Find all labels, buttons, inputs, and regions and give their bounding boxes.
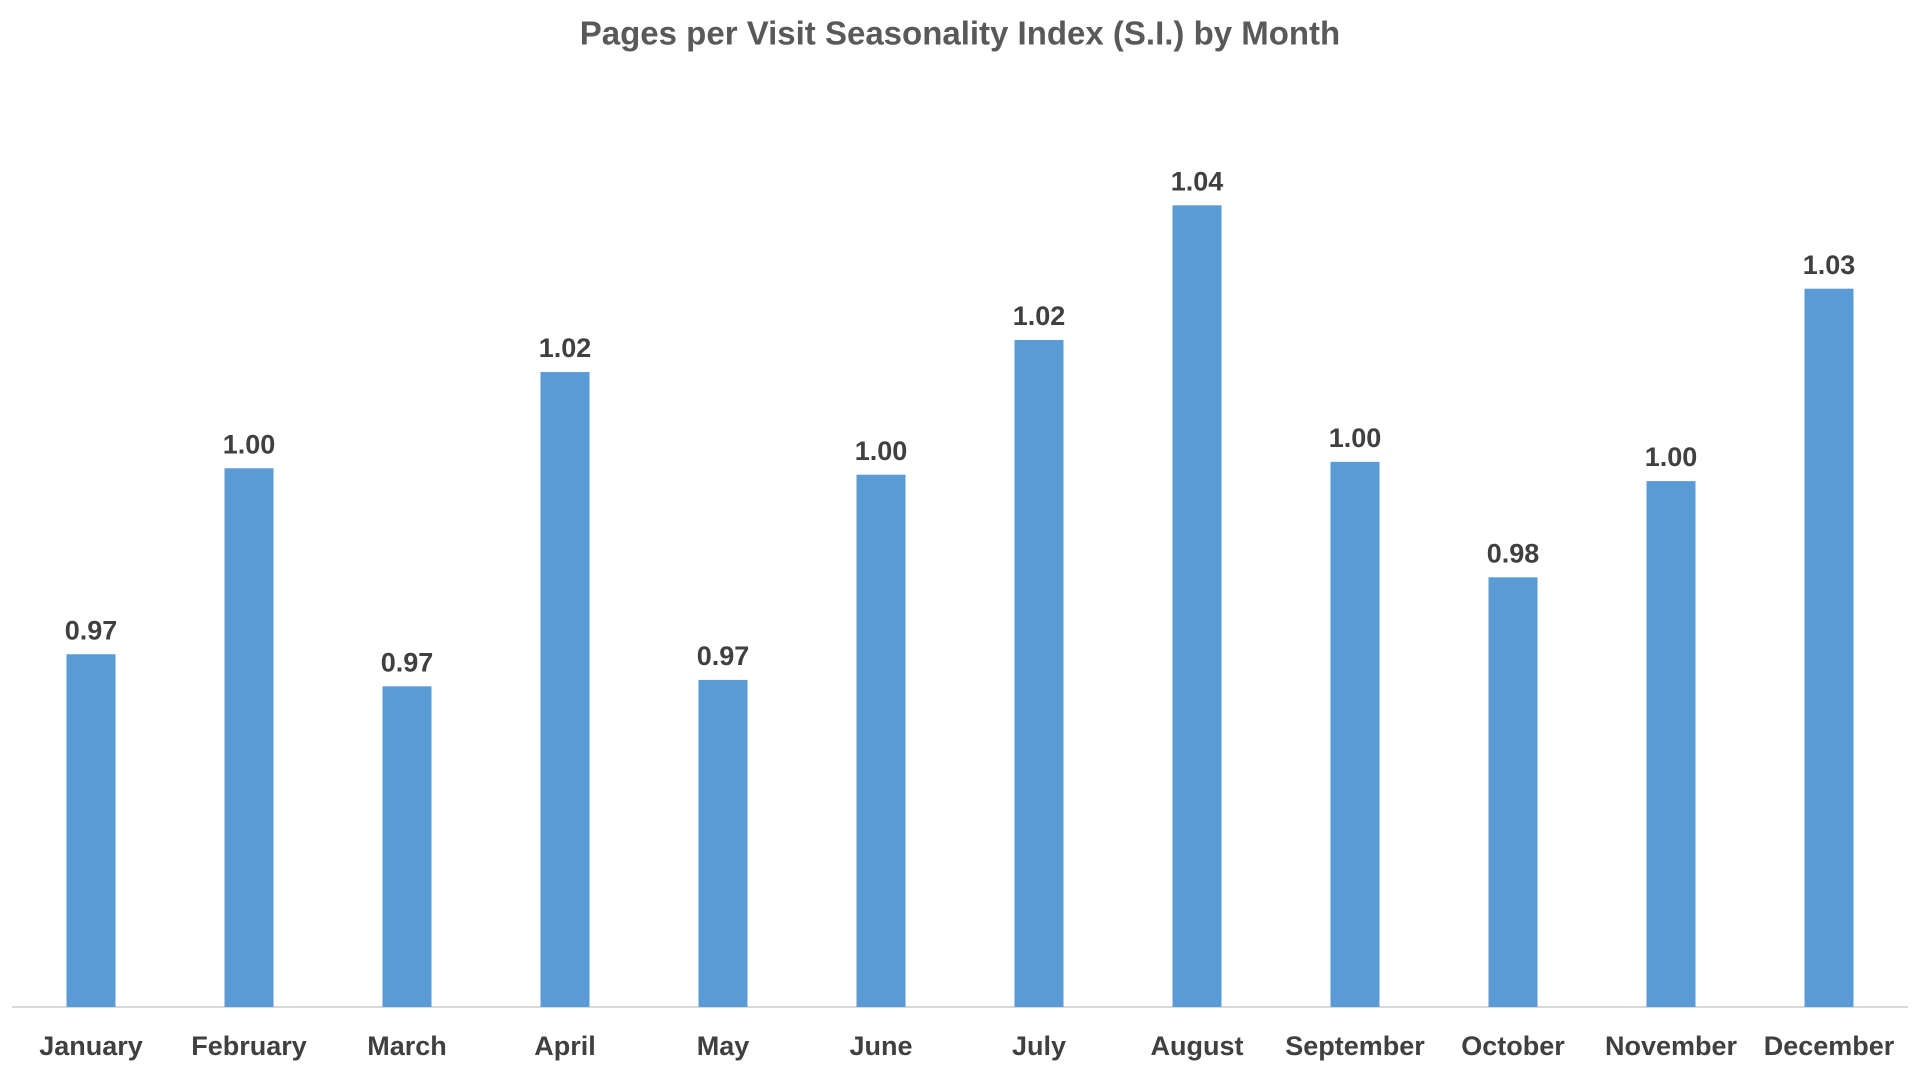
x-tick-label: November xyxy=(1605,1031,1738,1061)
bar xyxy=(224,468,274,1007)
bar xyxy=(1014,339,1064,1007)
bar xyxy=(382,686,432,1007)
x-tick-label: January xyxy=(39,1031,143,1061)
x-tick-label: September xyxy=(1285,1031,1425,1061)
value-label: 0.97 xyxy=(65,615,118,645)
bar xyxy=(540,372,590,1007)
value-label: 1.03 xyxy=(1803,250,1856,280)
x-tick-label: February xyxy=(191,1031,307,1061)
x-tick-label: March xyxy=(367,1031,447,1061)
x-tick-label: June xyxy=(849,1031,912,1061)
bar xyxy=(1488,577,1538,1007)
value-label: 1.00 xyxy=(1645,442,1698,472)
value-label: 1.00 xyxy=(1329,423,1382,453)
value-label: 1.02 xyxy=(1013,301,1066,331)
value-label: 1.02 xyxy=(539,333,592,363)
bar xyxy=(1172,205,1222,1007)
x-tick-label: May xyxy=(697,1031,750,1061)
x-tick-label: December xyxy=(1764,1031,1895,1061)
bar xyxy=(1646,481,1696,1008)
value-label: 0.97 xyxy=(381,647,434,677)
value-label: 1.00 xyxy=(855,436,908,466)
chart-title: Pages per Visit Seasonality Index (S.I.)… xyxy=(580,15,1340,52)
x-tick-label: July xyxy=(1012,1031,1066,1061)
value-label: 0.97 xyxy=(697,641,750,671)
x-tick-label: August xyxy=(1151,1031,1244,1061)
bar xyxy=(66,654,116,1007)
x-tick-label: April xyxy=(534,1031,596,1061)
value-label: 1.00 xyxy=(223,429,276,459)
bar xyxy=(1804,288,1854,1007)
bar xyxy=(698,679,748,1007)
x-tick-label: October xyxy=(1461,1031,1565,1061)
bar xyxy=(856,474,906,1007)
value-label: 1.04 xyxy=(1171,166,1224,196)
bar xyxy=(1330,461,1380,1007)
value-label: 0.98 xyxy=(1487,538,1540,568)
